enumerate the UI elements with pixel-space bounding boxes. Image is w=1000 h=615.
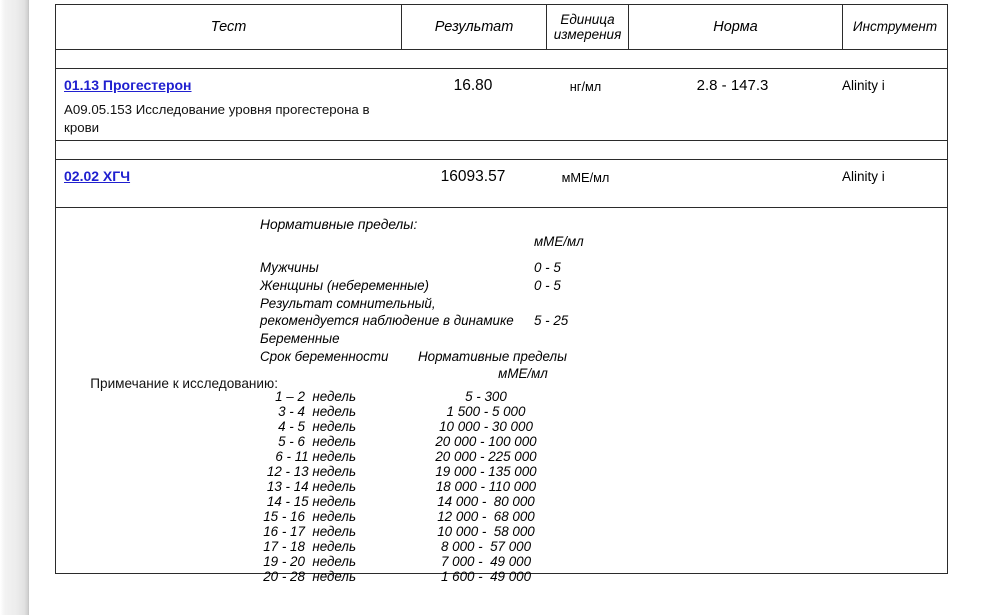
table-spacer-row-2 bbox=[55, 140, 948, 160]
pregnancy-range-8: 12 000 - 68 000 bbox=[437, 509, 535, 524]
pregnancy-range-9: 10 000 - 58 000 bbox=[437, 524, 535, 539]
test-link-progesterone[interactable]: 01.13 Прогестерон bbox=[64, 77, 192, 93]
result-value-progesterone: 16.80 bbox=[453, 77, 493, 94]
notes-general-label-1: Женщины (небеременные) bbox=[260, 278, 430, 293]
pregnancy-range-0: 5 - 300 bbox=[465, 389, 507, 404]
pregnancy-weeks-2: 4 - 5 недель bbox=[278, 419, 356, 434]
table-notes-row: Примечание к исследованию: Нормативные п… bbox=[55, 207, 948, 584]
unit-value-hcg: мМЕ/мл bbox=[561, 170, 610, 185]
table-row: 02.02 ХГЧ 16093.57 мМЕ/мл Alinity i bbox=[55, 159, 948, 208]
pregnancy-weeks-8: 15 - 16 недель bbox=[263, 509, 356, 524]
pregnancy-weeks-4: 6 - 11 недель bbox=[275, 449, 356, 464]
pregnancy-range-2: 10 000 - 30 000 bbox=[439, 419, 533, 434]
column-header-result: Результат bbox=[401, 4, 547, 50]
column-header-test: Тест bbox=[55, 4, 402, 50]
pregnancy-weeks-7: 14 - 15 недель bbox=[266, 494, 356, 509]
column-header-unit-line2: измерения bbox=[553, 27, 622, 42]
table-spacer-cell-1 bbox=[55, 49, 948, 69]
pregnancy-range-10: 8 000 - 57 000 bbox=[440, 539, 532, 554]
notes-cell: Примечание к исследованию: Нормативные п… bbox=[55, 207, 948, 584]
instrument-value-hcg: Alinity i bbox=[842, 169, 885, 184]
pregnancy-weeks-0: 1 – 2 недель bbox=[275, 389, 356, 404]
row-content: 01.13 Прогестерон А09.05.153 Исследовани… bbox=[56, 77, 947, 135]
pregnancy-header-term: Срок беременности bbox=[260, 349, 389, 364]
page-edge-gradient bbox=[0, 0, 29, 615]
lab-report-table: Тест Результат Единица измерения Норма И… bbox=[55, 4, 948, 584]
row-content: 02.02 ХГЧ 16093.57 мМЕ/мл Alinity i bbox=[56, 168, 947, 198]
test-link-hcg[interactable]: 02.02 ХГЧ bbox=[64, 168, 131, 184]
pregnancy-weeks-3: 5 - 6 недель bbox=[278, 434, 356, 449]
table-header-row: Тест Результат Единица измерения Норма И… bbox=[55, 4, 948, 50]
column-header-unit: Единица измерения bbox=[546, 4, 629, 50]
test-description-progesterone: А09.05.153 Исследование уровня прогестер… bbox=[64, 102, 370, 136]
pregnancy-range-12: 1 600 - 49 000 bbox=[440, 569, 532, 584]
notes-general-value-0: 0 - 5 bbox=[534, 260, 561, 275]
notes-general-label-3: рекомендуется наблюдение в динамике bbox=[260, 313, 514, 328]
notes-label: Примечание к исследованию: bbox=[90, 376, 278, 391]
pregnancy-weeks-12: 20 - 28 недель bbox=[263, 569, 356, 584]
notes-title: Нормативные пределы: bbox=[260, 217, 418, 232]
notes-general-value-3: 5 - 25 bbox=[534, 313, 569, 328]
pregnancy-weeks-1: 3 - 4 недель bbox=[278, 404, 356, 419]
table-row: 01.13 Прогестерон А09.05.153 Исследовани… bbox=[55, 68, 948, 141]
notes-general-value-1: 0 - 5 bbox=[534, 278, 561, 293]
notes-general-label-2: Результат сомнительный, bbox=[260, 296, 436, 311]
pregnancy-weeks-5: 12 - 13 недель bbox=[266, 464, 356, 479]
pregnancy-header-limits: Нормативные пределы bbox=[418, 349, 567, 364]
table-row-progesterone: 01.13 Прогестерон А09.05.153 Исследовани… bbox=[55, 68, 948, 141]
pregnancy-range-11: 7 000 - 49 000 bbox=[440, 554, 532, 569]
table-spacer-cell-2 bbox=[55, 140, 948, 160]
pregnancy-range-4: 20 000 - 225 000 bbox=[435, 449, 537, 464]
table-spacer-row-1 bbox=[55, 49, 948, 69]
pregnancy-range-1: 1 500 - 5 000 bbox=[446, 404, 526, 419]
table-row-hcg: 02.02 ХГЧ 16093.57 мМЕ/мл Alinity i bbox=[55, 159, 948, 208]
pregnancy-weeks-11: 19 - 20 недель bbox=[263, 554, 356, 569]
pregnancy-range-5: 19 000 - 135 000 bbox=[435, 464, 537, 479]
notes-general-label-4: Беременные bbox=[260, 331, 340, 346]
pregnancy-header-unit: мМЕ/мл bbox=[498, 366, 548, 381]
document-page: Тест Результат Единица измерения Норма И… bbox=[29, 0, 1000, 615]
result-value-hcg: 16093.57 bbox=[440, 168, 506, 185]
lab-report-table-container: Тест Результат Единица измерения Норма И… bbox=[55, 4, 948, 584]
notes-content: Примечание к исследованию: Нормативные п… bbox=[56, 208, 947, 584]
instrument-value-progesterone: Alinity i bbox=[842, 78, 885, 93]
column-header-instrument: Инструмент bbox=[842, 4, 948, 50]
column-header-unit-line1: Единица bbox=[560, 11, 615, 27]
notes-unit-header: мМЕ/мл bbox=[534, 234, 584, 249]
pregnancy-weeks-9: 16 - 17 недель bbox=[263, 524, 356, 539]
notes-general-label-0: Мужчины bbox=[260, 260, 319, 275]
pregnancy-range-3: 20 000 - 100 000 bbox=[435, 434, 537, 449]
pregnancy-weeks-6: 13 - 14 недель bbox=[266, 479, 356, 494]
pregnancy-range-6: 18 000 - 110 000 bbox=[435, 479, 537, 494]
unit-value-progesterone: нг/мл bbox=[569, 79, 602, 94]
pregnancy-weeks-10: 17 - 18 недель bbox=[263, 539, 356, 554]
norm-value-progesterone: 2.8 - 147.3 bbox=[696, 77, 769, 94]
column-header-norm: Норма bbox=[628, 4, 843, 50]
pregnancy-range-7: 14 000 - 80 000 bbox=[437, 494, 535, 509]
